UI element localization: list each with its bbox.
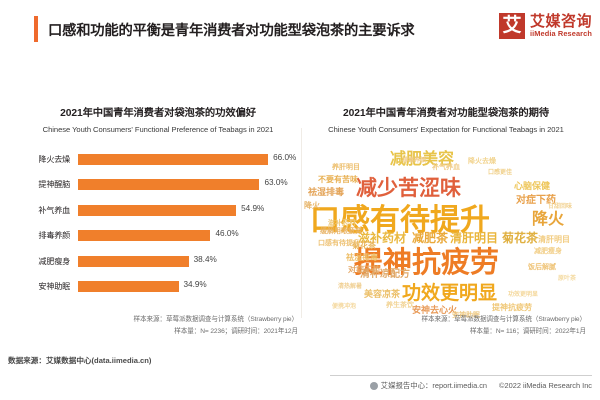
word-cloud-word: 清肝明目 [450,231,499,245]
bar-value-label: 63.0% [264,178,288,187]
word-cloud-word: 减少苦涩味 [356,177,461,200]
globe-icon [369,381,378,390]
word-cloud: 口感有待提升 提神抗疲劳 减少苦涩味 功效更明显 减肥美容 降火 清肝明目 滋补药材 减肥茶 菊花… [302,144,590,320]
bar-row: 安神助眠 34.9% [14,280,302,294]
page-footer: 艾媒报告中心：report.iimedia.cn ©2022 iiMedia R… [369,380,592,391]
bar-track: 63.0% [78,178,302,190]
word-cloud-word: 原叶茶 [558,276,577,282]
word-cloud-word: 安神助眠 [452,312,480,319]
left-panel-title-en: Chinese Youth Consumers' Functional Pref… [42,125,274,134]
left-panel-title-cn: 2021年中国青年消费者对袋泡茶的功效偏好 [60,108,256,119]
word-cloud-word: 祛湿排毒 [308,187,345,197]
word-cloud-word: 口感有待提升 [310,204,490,237]
data-source-line: 数据来源：艾媒数据中心(data.iimedia.cn) [8,356,152,365]
bar-track: 66.0% [78,152,302,165]
word-cloud-word: 降火 [304,201,320,210]
bar-chart: 降火去燥 66.0% 提神醒脑 63.0% 补气养血 54.9% 排毒养颜 46.0% 减肥瘦身… [14,152,302,307]
left-footnote: 样本来源：草莓派数据调查与计算系统（Strawberry pie） 样本量：N=… [14,314,302,338]
word-cloud-word: 减肥美容 [390,151,455,168]
bar-category-label: 提神醒脑 [38,180,70,189]
copyright-text: ©2022 iiMedia Research Inc [499,381,592,390]
word-cloud-word: 对症下药 [516,195,556,206]
word-cloud-word: 不要有苦味 [318,175,358,184]
word-cloud-word: 缓解用眼疲劳 [320,228,362,235]
right-panel-title-en: Chinese Youth Consumers' Expectation for… [328,125,564,134]
logo-name-en: iiMedia Research [529,29,592,39]
bar-value-label: 66.0% [273,152,297,162]
left-panel: 2021年中国青年消费者对袋泡茶的功效偏好 Chinese Youth Cons… [14,86,302,346]
word-cloud-word: 菊花茶 [352,241,376,250]
bar-track: 54.9% [78,203,302,216]
bar-row: 排毒养颜 46.0% [14,229,302,243]
word-cloud-word: 降火 [532,211,565,228]
bar-fill [78,281,179,292]
left-footnote-sample: 样本量：N= 2236；调研时间：2021年12月 [174,328,298,336]
report-center-link[interactable]: 艾媒报告中心：report.iimedia.cn [380,381,488,390]
word-cloud-word: 滋补药材 [328,220,356,227]
word-cloud-word: 清补凉配方 [360,269,410,280]
brand-logo: 艾 艾媒咨询 iiMedia Research [498,12,592,39]
right-footnote-sample: 样本量：N= 116；调研时间：2022年1月 [469,328,586,336]
bar-category-label: 降火去燥 [38,154,70,164]
word-cloud-word: 口感有待提升 [318,240,360,247]
bar-category-label: 减肥瘦身 [38,256,70,266]
word-cloud-word: 功效更明显 [402,283,498,304]
word-cloud-word: 养肝明目 [332,164,360,171]
bar-category-label: 补气养血 [38,205,70,215]
word-cloud-word: 对症下药 [348,265,380,274]
bar-fill [78,179,260,190]
bar-value-label: 38.4% [193,254,217,264]
bar-track: 34.9% [78,280,302,292]
word-cloud-word: 口感更佳 [488,170,513,176]
bar-fill [78,153,269,165]
word-cloud-word: 减肥茶 [412,231,449,245]
word-cloud-word: 提神抗疲劳 [492,303,532,312]
bar-track: 38.4% [78,254,302,267]
word-cloud-word: 安神去心火 [412,305,458,315]
bar-track: 46.0% [78,229,302,241]
left-footnote-source: 样本来源：草莓派数据调查与计算系统（Strawberry pie） [133,316,299,323]
word-cloud-word: 心脑保健 [514,181,551,191]
bar-value-label: 54.9% [241,203,265,213]
word-cloud-word: 清热解暑 [338,284,363,290]
word-cloud-word: 清肝明目 [538,235,570,244]
bar-category-label: 安神助眠 [38,282,70,291]
bar-value-label: 34.9% [183,280,207,289]
bar-row: 减肥瘦身 38.4% [14,254,302,268]
bar-fill [78,255,189,267]
word-cloud-word: 提神抗疲劳 [354,247,500,279]
bar-fill [78,204,237,216]
right-panel-title-cn: 2021年中国青年消费者对功能型袋泡茶的期待 [342,108,550,119]
word-cloud-word: 养生茶饮 [386,302,414,309]
word-cloud-word: 菊花茶 [502,231,539,245]
word-cloud-word: 功效更明显 [508,292,539,298]
word-cloud-word: 便携冲泡 [332,304,357,310]
word-cloud-word: 补气养血 [432,164,460,171]
word-cloud-word: 祛湿排毒 [346,253,378,262]
word-cloud-word: 饭后解腻 [528,264,556,271]
right-panel: 2021年中国青年消费者对功能型袋泡茶的期待 Chinese Youth Con… [302,86,590,346]
title-accent-bar [34,16,38,42]
logo-mark-icon: 艾 [498,13,525,39]
page-title: 口感和功能的平衡是青年消费者对功能型袋泡茶的主要诉求 [48,22,415,39]
panel-divider [301,128,302,318]
bar-fill [78,230,211,241]
word-cloud-word: 减肥瘦身 [534,248,562,255]
bar-value-label: 46.0% [215,229,239,238]
bar-category-label: 排毒养颜 [38,231,70,240]
word-cloud-word: 滋补药材 [358,231,407,245]
word-cloud-word: 降火去燥 [468,158,496,165]
right-footnote: 样本来源：草莓派数据调查与计算系统（Strawberry pie） 样本量：N=… [302,314,590,338]
logo-text: 艾媒咨询 iiMedia Research [529,12,592,39]
word-cloud-word: 甘甜回味 [548,204,573,210]
word-cloud-word: 排毒养颜 [402,158,427,164]
bar-row: 补气养血 54.9% [14,203,302,217]
logo-name-cn: 艾媒咨询 [529,12,592,30]
footer-divider [330,375,592,376]
bar-row: 降火去燥 66.0% [14,152,302,166]
bar-row: 提神醒脑 63.0% [14,178,302,192]
page-header: 口感和功能的平衡是青年消费者对功能型袋泡茶的主要诉求 艾 艾媒咨询 iiMedi… [0,0,600,58]
right-footnote-source: 样本来源：草莓派数据调查与计算系统（Strawberry pie） [421,316,587,323]
word-cloud-word: 美容凉茶 [364,289,401,299]
